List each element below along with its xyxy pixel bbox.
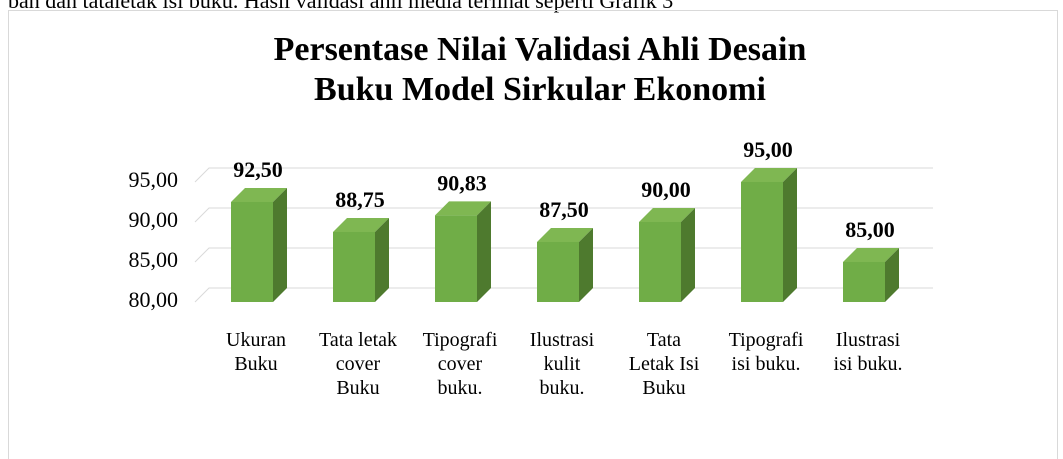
bar-side — [579, 228, 593, 302]
x-tick-label: Tipografi isi buku. — [728, 329, 804, 375]
y-tick-label: 95,00 — [129, 167, 179, 192]
bar — [639, 222, 681, 302]
data-label: 87,50 — [539, 197, 589, 222]
bar — [843, 262, 885, 302]
header-text: bah dan tataletak isi buku. Hasil valida… — [8, 0, 674, 13]
data-label: 90,83 — [437, 170, 487, 195]
bar — [333, 232, 375, 302]
bar-top — [843, 248, 899, 262]
bar-side — [885, 248, 899, 302]
bar-side — [375, 218, 389, 302]
data-label: 90,00 — [641, 177, 691, 202]
bar — [231, 202, 273, 302]
data-label: 88,75 — [335, 187, 385, 212]
y-tick-label: 85,00 — [129, 247, 179, 272]
grid-line — [194, 167, 933, 183]
x-tick-label: Tata letak cover Buku — [319, 329, 397, 399]
bar-side — [681, 208, 695, 302]
bar-side — [477, 201, 491, 302]
data-label: 85,00 — [845, 217, 895, 242]
bar-side — [783, 168, 797, 302]
x-tick-label: Ukuran Buku — [226, 329, 286, 375]
chart-title: Persentase Nilai Validasi Ahli Desain Bu… — [273, 31, 807, 108]
bar — [741, 182, 783, 302]
bar-top — [741, 168, 797, 182]
y-tick-label: 80,00 — [129, 287, 179, 312]
bar-top — [639, 208, 695, 222]
data-label: 92,50 — [233, 157, 283, 182]
bar-top — [231, 188, 287, 202]
x-tick-label: Ilustrasi isi buku. — [833, 329, 903, 375]
y-tick-label: 90,00 — [129, 207, 179, 232]
bar-side — [273, 188, 287, 302]
chart-frame — [8, 10, 1058, 459]
data-label: 95,00 — [743, 137, 793, 162]
bar-top — [435, 201, 491, 216]
x-tick-label: Tipografi cover buku. — [422, 329, 498, 399]
x-tick-label: Tata Letak Isi Buku — [628, 329, 700, 399]
x-tick-label: Ilustrasi kulit buku. — [529, 329, 595, 399]
bar-top — [333, 218, 389, 232]
bar — [537, 242, 579, 302]
bar-top — [537, 228, 593, 242]
bar — [435, 215, 477, 302]
